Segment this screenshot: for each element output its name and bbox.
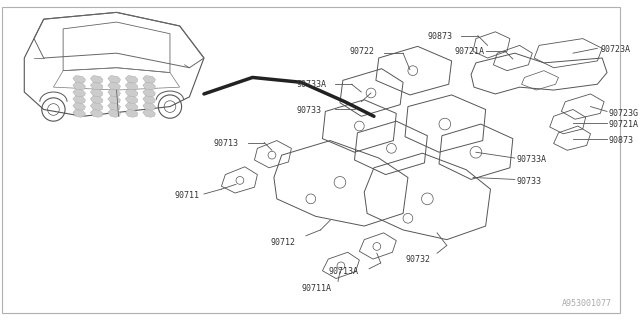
Text: 90721A: 90721A [454,47,484,56]
Text: 90732: 90732 [406,255,431,264]
Text: 90733: 90733 [516,177,541,186]
Text: 90723A: 90723A [600,45,630,54]
Polygon shape [90,82,103,90]
Text: 90721A: 90721A [609,120,639,129]
Polygon shape [90,89,103,97]
Polygon shape [108,82,120,90]
Polygon shape [73,103,86,110]
Text: 90723G: 90723G [609,108,639,117]
Polygon shape [73,96,86,104]
Polygon shape [108,89,120,97]
Polygon shape [125,76,138,83]
Polygon shape [143,82,156,90]
Polygon shape [90,76,103,83]
Text: 90711: 90711 [175,191,200,200]
Text: 90733A: 90733A [516,155,547,164]
Polygon shape [143,96,156,104]
Polygon shape [125,109,138,117]
Text: 90722: 90722 [349,47,374,56]
Text: 90713: 90713 [214,139,239,148]
Polygon shape [90,103,103,110]
Polygon shape [143,109,156,117]
Text: 90733: 90733 [296,106,321,115]
Polygon shape [73,82,86,90]
Polygon shape [73,109,86,117]
Polygon shape [73,89,86,97]
Text: A953001077: A953001077 [562,299,612,308]
Text: 90713A: 90713A [328,267,358,276]
Polygon shape [73,76,86,83]
Polygon shape [143,103,156,110]
Polygon shape [108,103,120,110]
Text: 90712: 90712 [270,238,295,247]
Polygon shape [125,82,138,90]
Text: 90711A: 90711A [301,284,331,293]
Polygon shape [143,76,156,83]
Polygon shape [125,96,138,104]
Polygon shape [125,89,138,97]
Polygon shape [108,109,120,117]
Text: 90873: 90873 [609,136,634,145]
Polygon shape [90,96,103,104]
Polygon shape [108,96,120,104]
Polygon shape [125,103,138,110]
Polygon shape [143,89,156,97]
Text: 90733A: 90733A [296,80,326,89]
Text: 90873: 90873 [428,32,452,41]
Polygon shape [108,76,120,83]
Polygon shape [90,109,103,117]
